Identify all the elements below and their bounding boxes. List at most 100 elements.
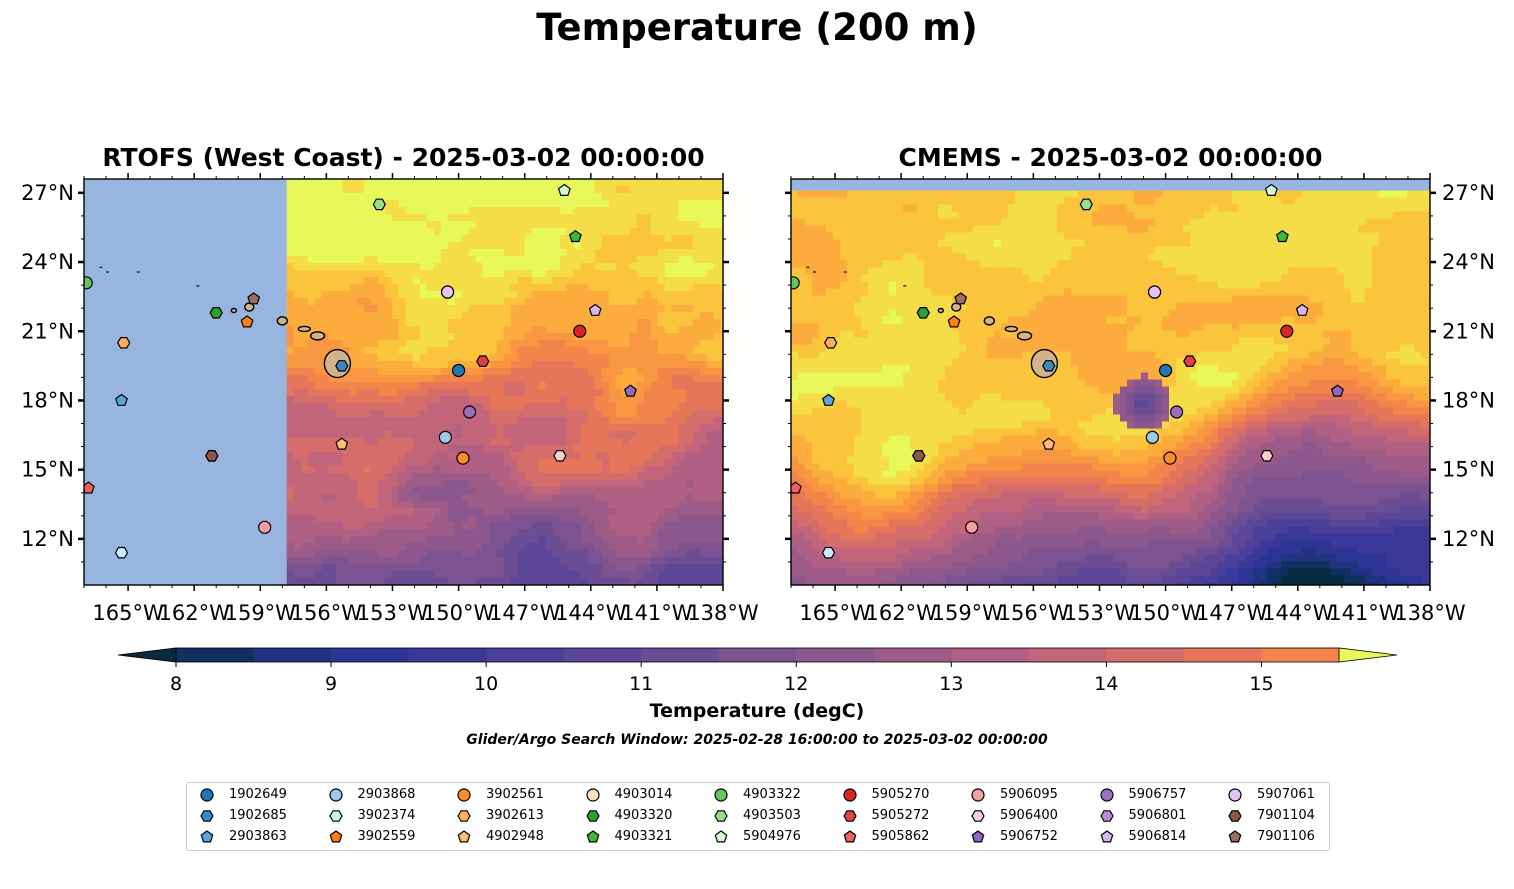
- float-marker-5906752: [623, 384, 637, 397]
- legend-marker-icon: [200, 830, 214, 843]
- float-marker-5906095: [965, 520, 979, 534]
- colorbar-bin: [176, 648, 255, 662]
- x-tick-label: 147°W: [489, 601, 561, 625]
- float-legend: 1902649 1902685 2903863 2903868 3902374 39025…: [186, 782, 1330, 851]
- float-marker-3902559: [947, 315, 961, 328]
- colorbar-extend-high: [1338, 647, 1398, 663]
- islet: [136, 271, 140, 273]
- colorbar-extend-low: [117, 647, 177, 663]
- legend-label: 5905270: [871, 787, 930, 802]
- colorbar-bin: [1106, 648, 1185, 662]
- float-marker-1902649: [1158, 363, 1173, 378]
- legend-marker-icon: [1228, 810, 1242, 822]
- float-marker-5905862: [84, 481, 95, 494]
- float-marker-4903321: [568, 229, 582, 243]
- float-marker-3902561: [456, 451, 470, 465]
- islet: [196, 285, 200, 287]
- colorbar-tick-label: 8: [170, 673, 182, 695]
- colorbar-bin: [331, 648, 410, 662]
- legend-marker-icon: [971, 788, 985, 802]
- float-marker-5904976: [557, 183, 571, 196]
- y-tick-label: 12°N: [21, 527, 74, 551]
- islet: [903, 285, 907, 287]
- islet: [99, 266, 103, 269]
- x-tick-label: 156°W: [998, 601, 1070, 625]
- y-tick-label: 24°N: [21, 250, 74, 274]
- float-marker-7901104: [205, 450, 219, 462]
- x-tick-label: 150°W: [423, 601, 495, 625]
- float-marker-5906752: [1330, 384, 1344, 397]
- island-maui: [309, 331, 326, 341]
- legend-marker-icon: [200, 788, 214, 802]
- islet: [806, 266, 810, 269]
- island-molokai: [297, 325, 312, 333]
- float-marker-5906400: [1260, 450, 1274, 462]
- search-window-text: Glider/Argo Search Window: 2025-02-28 16…: [466, 732, 1048, 748]
- island-oahu: [276, 316, 289, 326]
- legend-label: 4903321: [614, 829, 673, 844]
- legend-label: 3902374: [357, 808, 416, 823]
- colorbar-bin: [563, 648, 642, 662]
- legend-label: 4903014: [614, 787, 673, 802]
- legend-label: 5906757: [1128, 787, 1187, 802]
- colorbar-bin: [796, 648, 875, 662]
- axes: 165°W162°W159°W156°W153°W150°W147°W144°W…: [21, 173, 759, 625]
- x-tick-label: 138°W: [1394, 601, 1466, 625]
- float-marker-5904976: [1264, 183, 1278, 196]
- island-niihau: [937, 307, 945, 314]
- float-marker-3902561: [1163, 451, 1177, 465]
- island-niihau: [230, 307, 238, 314]
- float-marker-5907061: [440, 285, 455, 299]
- float-marker-3902559: [240, 315, 254, 328]
- legend-marker-icon: [714, 830, 728, 843]
- legend-label: 5906095: [1000, 787, 1058, 802]
- legend-marker-icon: [1228, 788, 1242, 802]
- legend-marker-icon: [1099, 810, 1114, 822]
- colorbar-bin: [1183, 648, 1262, 662]
- legend-label: 3902613: [486, 808, 544, 823]
- legend-label: 3902561: [486, 787, 544, 802]
- legend-label: 7901106: [1257, 829, 1315, 844]
- float-marker-5905862: [791, 481, 802, 494]
- float-marker-7901106: [954, 292, 968, 305]
- float-marker-3902374: [114, 546, 129, 559]
- x-tick-label: 138°W: [687, 601, 759, 625]
- float-marker-4902948: [335, 437, 349, 450]
- colorbar-bin: [641, 648, 720, 662]
- float-marker-5906814: [1295, 303, 1309, 316]
- islet: [843, 271, 847, 273]
- float-marker-7901104: [912, 450, 926, 462]
- legend-marker-icon: [457, 810, 471, 822]
- float-marker-4903503: [372, 198, 386, 211]
- y-tick-label: 15°N: [1442, 458, 1495, 482]
- y-tick-label: 18°N: [1442, 388, 1495, 412]
- panel-frame: [790, 178, 1431, 586]
- legend-marker-icon: [1100, 830, 1113, 843]
- colorbar-bin: [951, 648, 1030, 662]
- colorbar-tick-label: 9: [325, 673, 337, 695]
- y-tick-label: 21°N: [21, 319, 74, 343]
- legend-marker-icon: [200, 810, 214, 822]
- legend-label: 4903320: [614, 808, 673, 823]
- colorbar-tick-label: 15: [1249, 673, 1273, 695]
- float-marker-4902948: [1042, 437, 1056, 450]
- legend-marker-icon: [329, 830, 342, 843]
- legend-label: 5906801: [1128, 808, 1187, 823]
- float-marker-5906757: [463, 405, 477, 419]
- no-data-strip: [791, 179, 1430, 191]
- legend-marker-icon: [971, 830, 985, 843]
- x-tick-label: 162°W: [158, 601, 230, 625]
- colorbar-bin: [486, 648, 565, 662]
- float-marker-5906814: [588, 303, 602, 316]
- float-marker-5905270: [1280, 324, 1294, 338]
- float-marker-5905272: [1183, 355, 1197, 367]
- island-molokai: [1004, 325, 1019, 333]
- float-marker-5905272: [476, 355, 490, 367]
- float-marker-5906095: [258, 520, 272, 534]
- float-marker-4903322: [84, 276, 93, 290]
- x-tick-label: 153°W: [357, 601, 429, 625]
- float-marker-5905270: [573, 324, 587, 338]
- colorbar-bin: [718, 648, 797, 662]
- islet: [106, 271, 110, 273]
- float-marker-4903320: [916, 307, 930, 319]
